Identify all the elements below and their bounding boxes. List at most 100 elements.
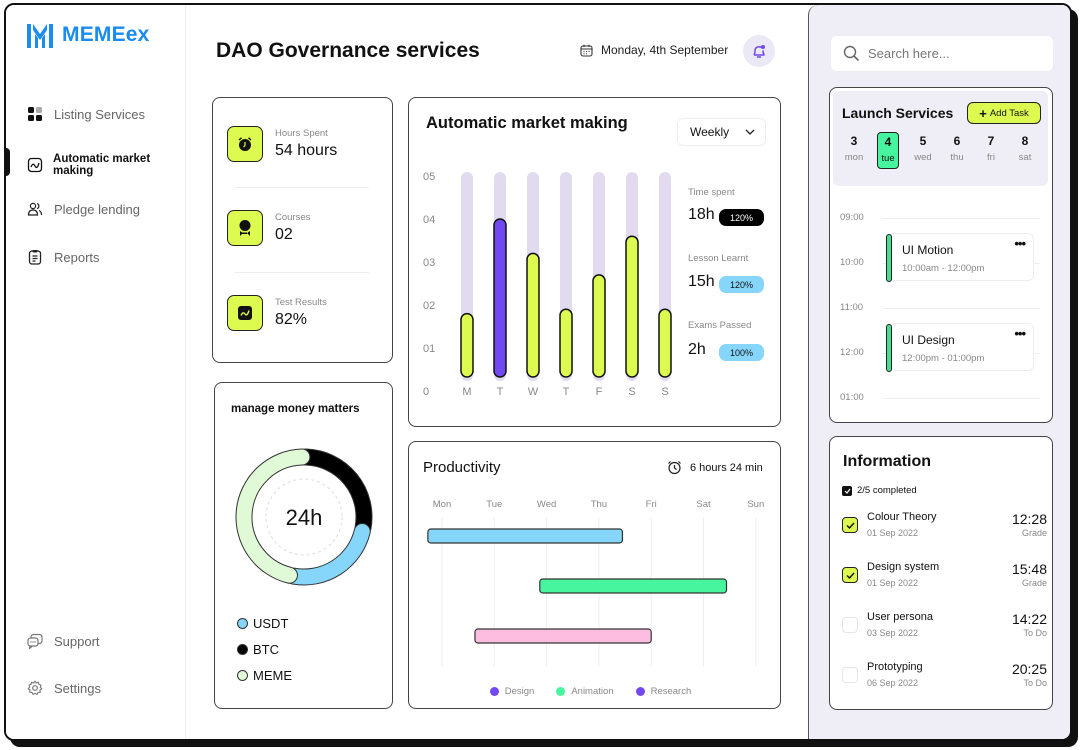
task-status: To Do: [1023, 628, 1047, 638]
grid-icon: [26, 105, 44, 123]
bar: [592, 274, 606, 378]
search-icon: [843, 45, 859, 61]
productivity-duration: 6 hours 24 min: [667, 460, 763, 475]
day-thu[interactable]: 6 thu: [946, 132, 968, 169]
x-tick-label: S: [628, 386, 635, 398]
x-tick-label: S: [661, 386, 668, 398]
time-gridline: [882, 308, 1040, 309]
task-checkbox[interactable]: [842, 617, 858, 633]
kpi-badge: 120%: [719, 276, 764, 293]
alarm-clock-icon: [668, 461, 681, 475]
legend-label: USDT: [253, 616, 289, 631]
day-name: sat: [1018, 152, 1032, 163]
stat-test-results: Test Results 82%: [227, 295, 327, 331]
y-tick-label: 01: [423, 343, 435, 355]
day-name: tue: [881, 153, 895, 164]
donut-slice-usdt: [285, 523, 371, 586]
sidebar-item-automatic-market-making[interactable]: Automatic market making: [26, 153, 186, 177]
y-tick-label: 03: [423, 257, 435, 269]
day-fri[interactable]: 7 fri: [980, 132, 1002, 169]
event-ui-motion[interactable]: UI Motion 10:00am - 12:00pm •••: [886, 233, 1034, 282]
logo[interactable]: MEMEex: [26, 21, 150, 49]
page-title: DAO Governance services: [216, 39, 480, 62]
day-name: wed: [914, 152, 932, 163]
info-item: Design system 01 Sep 2022 15:48 Grade: [842, 561, 1047, 597]
stat-value: 82%: [275, 311, 308, 328]
sidebar-item-label: Support: [54, 633, 100, 649]
notifications-button[interactable]: [743, 35, 775, 67]
bar-chart: 0 01 02 03 04 05 M T W T F S S: [423, 171, 672, 398]
money-card: manage money matters 24h USDT BTC MEME: [214, 382, 393, 709]
productivity-legend: Design Animation Research: [409, 686, 782, 697]
bar: [493, 218, 507, 378]
info-item: User persona 03 Sep 2022 14:22 To Do: [842, 611, 1047, 647]
task-status: To Do: [1023, 678, 1047, 688]
gear-icon: [26, 679, 44, 697]
period-dropdown[interactable]: Weekly: [677, 118, 766, 146]
divider: [235, 187, 369, 188]
time-label: 11:00: [840, 302, 864, 313]
add-task-button[interactable]: + Add Task: [967, 102, 1041, 124]
more-options-icon[interactable]: •••: [1014, 326, 1026, 341]
legend-item-animation: Animation: [556, 686, 614, 697]
trend-icon: [227, 295, 263, 331]
task-name: Design system: [867, 561, 940, 573]
sidebar-item-support[interactable]: Support: [26, 632, 186, 650]
day-name: thu: [950, 152, 964, 163]
task-time: 20:25: [1011, 661, 1047, 677]
day-wed[interactable]: 5 wed: [912, 132, 934, 169]
y-tick-label: 05: [423, 171, 435, 183]
time-label: 12:00: [840, 347, 864, 358]
y-tick-label: 04: [423, 214, 435, 226]
search-placeholder: Search here...: [868, 46, 950, 61]
event-ui-design[interactable]: UI Design 12:00pm - 01:00pm •••: [886, 323, 1034, 372]
bar: [526, 252, 540, 378]
day-tue-selected[interactable]: 4 tue: [877, 132, 899, 169]
task-name: User persona: [867, 611, 934, 623]
legend-item-usdt: USDT: [237, 616, 292, 631]
task-status: Grade: [1021, 578, 1047, 588]
kpi-value: 18h: [688, 206, 715, 223]
event-color-bar: [886, 324, 892, 372]
kpi-label: Exams Passed: [688, 320, 752, 331]
donut-center-label: 24h: [286, 505, 323, 530]
day-number: 6: [953, 134, 961, 148]
time-gridline: [882, 398, 1040, 399]
search-input[interactable]: Search here...: [831, 36, 1053, 71]
sidebar-item-label: Automatic market making: [53, 153, 151, 177]
sidebar-item-pledge-lending[interactable]: Pledge lending: [26, 200, 186, 218]
more-options-icon[interactable]: •••: [1014, 236, 1026, 251]
task-name: Colour Theory: [867, 511, 937, 523]
productivity-title: Productivity: [423, 459, 501, 476]
sidebar-item-listing-services[interactable]: Listing Services: [26, 105, 186, 123]
kpi-value: 2h: [688, 341, 706, 358]
app-name: MEMEex: [62, 23, 150, 46]
legend-label: Animation: [571, 686, 614, 697]
kpi-badge: 100%: [719, 344, 764, 361]
kpi-value: 15h: [688, 273, 715, 290]
check-icon: [846, 522, 855, 529]
info-summary: 2/5 completed: [842, 485, 917, 496]
clipboard-icon: [26, 248, 44, 266]
day-name: mon: [844, 152, 864, 163]
legend-dot: [556, 687, 566, 696]
task-checkbox[interactable]: [842, 667, 858, 683]
task-checkbox[interactable]: [842, 517, 858, 533]
add-task-label: Add Task: [989, 107, 1029, 119]
checkbox-checked-icon: [842, 485, 852, 496]
legend-item-meme: MEME: [237, 668, 292, 683]
legend-label: Research: [650, 686, 692, 697]
task-checkbox[interactable]: [842, 567, 858, 583]
alarm-icon: [227, 126, 263, 162]
sidebar-item-settings[interactable]: Settings: [26, 679, 186, 697]
x-tick-label: M: [462, 386, 471, 398]
kpi-label: Lesson Learnt: [688, 253, 749, 264]
day-label: Sat: [696, 499, 711, 510]
donut-chart: 24h: [235, 448, 373, 586]
day-number: 5: [919, 134, 927, 148]
sidebar-item-reports[interactable]: Reports: [26, 248, 186, 266]
day-mon[interactable]: 3 mon: [843, 132, 865, 169]
money-title: manage money matters: [231, 403, 360, 415]
day-number: 4: [884, 135, 892, 149]
day-sat[interactable]: 8 sat: [1014, 132, 1036, 169]
